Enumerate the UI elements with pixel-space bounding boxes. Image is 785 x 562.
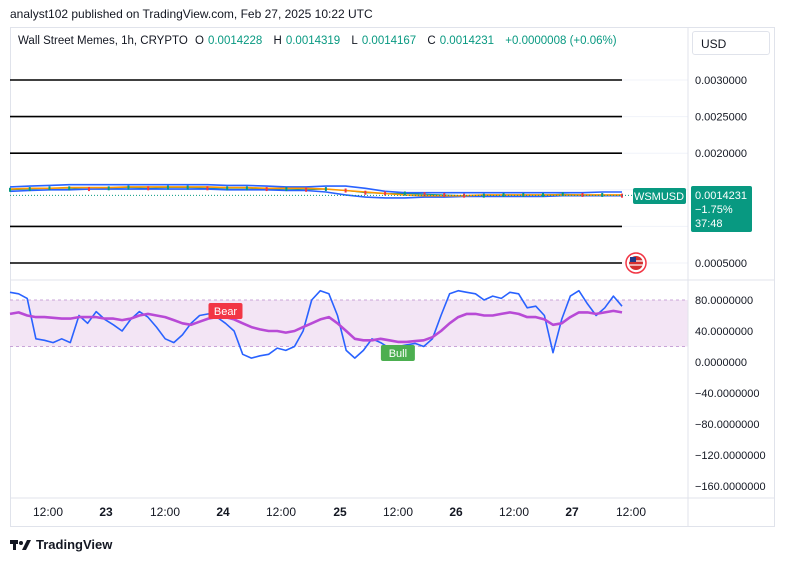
oscillator-series-line [9, 289, 623, 359]
signal-label-box [208, 303, 243, 319]
candle [166, 185, 169, 190]
candle [344, 188, 347, 193]
x-axis-tick: 27 [565, 505, 579, 519]
oscillator-axis-tick: 0.0000000 [695, 357, 747, 369]
oscillator-axis-tick: −120.0000000 [695, 450, 766, 462]
price-tag-change: −1.75% [695, 204, 733, 216]
candle [245, 186, 248, 191]
open-label: O [195, 35, 204, 47]
x-axis-tick: 12:00 [266, 505, 296, 519]
candle [87, 187, 90, 192]
oscillator-axis-tick: −40.0000000 [695, 388, 760, 400]
candle [443, 192, 446, 197]
candle [226, 186, 229, 191]
candle [147, 186, 150, 191]
x-axis-tick: 23 [99, 505, 113, 519]
candle [127, 185, 130, 190]
candle [581, 192, 584, 197]
price-tag-countdown: 37:48 [695, 218, 723, 230]
signal-label: Bear [214, 306, 238, 318]
oscillator-series-line [9, 309, 623, 344]
oscillator-axis-tick: 40.0000000 [695, 326, 753, 338]
candle [28, 187, 31, 192]
candle [384, 191, 387, 196]
symbol-title: Wall Street Memes, 1h, CRYPTO [18, 35, 188, 47]
candle [423, 192, 426, 197]
candle [68, 186, 71, 191]
oscillator-axis-tick: −160.0000000 [695, 481, 766, 493]
close-label: C [427, 35, 436, 47]
x-axis-tick: 12:00 [150, 505, 180, 519]
candle [364, 190, 367, 195]
x-axis-tick: 26 [449, 505, 463, 519]
oscillator-axis-tick: 80.0000000 [695, 295, 753, 307]
candle [107, 186, 110, 191]
price-axis-tick: 0.0030000 [695, 75, 747, 87]
high-label: H [273, 35, 282, 47]
candle [482, 193, 485, 198]
price-tag-price: 0.0014231 [695, 190, 747, 202]
high-value: 0.0014319 [285, 35, 341, 47]
price-series-line [9, 183, 622, 194]
last-price-tag: WSMUSD 0.0014231 −1.75% 37:48 [633, 186, 752, 232]
open-value: 0.0014228 [207, 35, 263, 47]
publish-line: analyst102 published on TradingView.com,… [10, 7, 373, 21]
price-series-line [9, 188, 622, 199]
candle [265, 187, 268, 192]
candle [561, 192, 564, 197]
footer-brand-name: TradingView [36, 537, 113, 552]
change-value: +0.0000008 (+0.06%) [505, 35, 617, 47]
candle [186, 185, 189, 190]
price-series-line [9, 186, 622, 197]
price-tag-symbol: WSMUSD [634, 191, 684, 203]
candle [403, 191, 406, 196]
tradingview-logo-icon [10, 539, 31, 550]
candle [522, 192, 525, 197]
candle [324, 187, 327, 192]
x-axis-tick: 12:00 [383, 505, 413, 519]
price-axis-tick: 0.0005000 [695, 258, 747, 270]
oscillator-band [10, 300, 688, 347]
x-axis-tick: 12:00 [499, 505, 529, 519]
low-label: L [351, 35, 358, 47]
price-axis-tick: 0.0020000 [695, 148, 747, 160]
candle [463, 193, 466, 198]
candle [9, 187, 11, 192]
candle [502, 192, 505, 197]
signal-label: Bull [389, 348, 407, 360]
close-value: 0.0014231 [439, 35, 495, 47]
candle [542, 192, 545, 197]
candle [206, 186, 209, 191]
candle [285, 187, 288, 192]
candle [305, 187, 308, 192]
currency-button[interactable]: USD [692, 31, 770, 55]
signal-label-box [380, 345, 415, 361]
oscillator-axis-tick: −80.0000000 [695, 419, 760, 431]
chart-frame [10, 27, 775, 527]
footer-brand: TradingView [10, 537, 112, 552]
candle [48, 186, 51, 191]
x-axis-tick: 25 [333, 505, 347, 519]
x-axis-tick: 24 [216, 505, 230, 519]
us-flag-icon[interactable] [625, 252, 647, 274]
price-axis-tick: 0.0025000 [695, 112, 747, 124]
x-axis-tick: 12:00 [616, 505, 646, 519]
symbol-header: Wall Street Memes, 1h, CRYPTO O 0.0014228… [18, 35, 621, 47]
candle [601, 192, 604, 197]
x-axis-tick: 12:00 [33, 505, 63, 519]
low-value: 0.0014167 [361, 35, 417, 47]
